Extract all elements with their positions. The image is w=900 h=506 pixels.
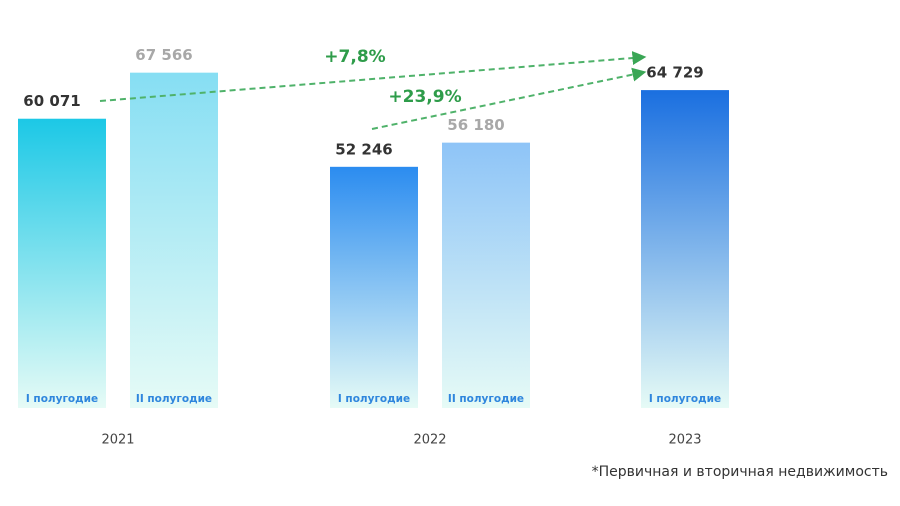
bar [130, 72, 218, 409]
arrow [371, 67, 647, 130]
bar-label: I полугодие [649, 393, 721, 405]
bar [330, 166, 418, 408]
footnote: *Первичная и вторичная недвижимость [592, 464, 888, 480]
bar-label: II полугодие [448, 393, 524, 405]
annotation: +23,9% [388, 87, 461, 107]
bar [442, 142, 530, 408]
x-tick-label: 2022 [413, 433, 446, 448]
bar-label: I полугодие [338, 393, 410, 405]
value-label: 60 071 [23, 92, 80, 110]
value-label: 52 246 [335, 140, 392, 158]
bar [18, 118, 106, 409]
arrow [99, 51, 647, 102]
value-label: 56 180 [447, 116, 504, 134]
bar-label: I полугодие [26, 393, 98, 405]
value-label: 64 729 [646, 64, 703, 82]
x-tick-label: 2021 [101, 433, 134, 448]
bar-label: II полугодие [136, 393, 212, 405]
value-label: 67 566 [135, 46, 192, 64]
bar [641, 90, 729, 409]
annotation: +7,8% [324, 47, 385, 67]
x-tick-label: 2023 [668, 433, 701, 448]
